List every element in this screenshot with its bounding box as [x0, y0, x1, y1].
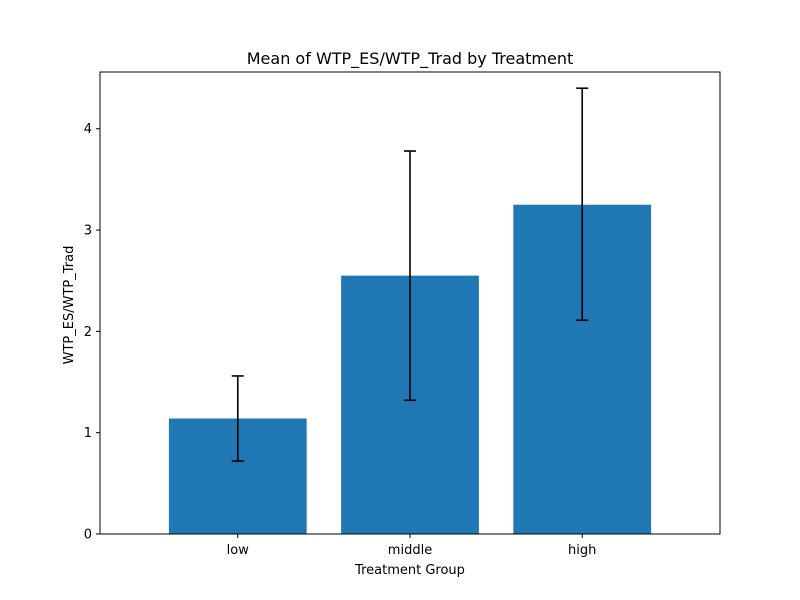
plot-area: 0 1 2 3 4 low middle high — [84, 71, 721, 558]
y-tick-label: 4 — [84, 122, 92, 137]
chart-title: Mean of WTP_ES/WTP_Trad by Treatment — [247, 49, 574, 69]
x-tick-label-high: high — [568, 543, 596, 558]
y-tick-label: 0 — [84, 528, 92, 543]
x-tick-label-low: low — [227, 543, 250, 558]
y-tick-label: 3 — [84, 224, 92, 239]
error-bar-low — [231, 375, 244, 462]
y-axis-label: WTP_ES/WTP_Trad — [62, 246, 77, 365]
y-tick-label: 2 — [84, 325, 92, 340]
x-axis-label: Treatment Group — [354, 563, 465, 578]
x-tick-label-middle: middle — [388, 543, 432, 558]
error-bar-middle — [404, 150, 416, 402]
y-tick-label: 1 — [84, 426, 92, 441]
error-bar-high — [576, 87, 589, 322]
